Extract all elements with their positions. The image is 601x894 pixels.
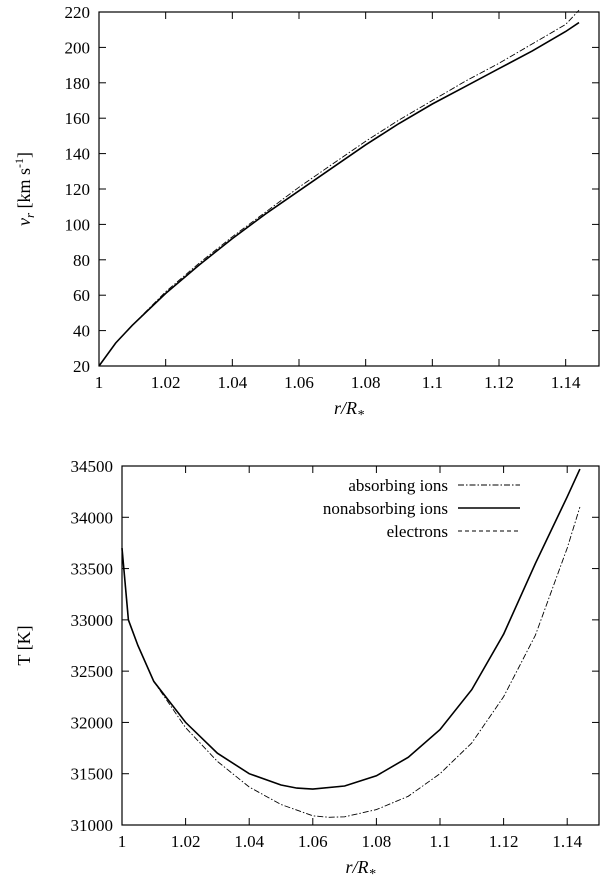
plot-frame [121, 465, 600, 826]
velocity-chart: 1 1.02 1.04 1.06 1.08 1.1 1.12 1.14 20 40 60 80 100 1… [12, 3, 600, 423]
y-tick-label: 32500 [71, 662, 114, 681]
x-tick-label: 1.06 [284, 373, 314, 392]
x-tick-label: 1.12 [484, 373, 514, 392]
y-tick-label: 60 [73, 286, 90, 305]
x-axis-label: r/R* [334, 398, 364, 423]
x-tick-label: 1 [95, 373, 104, 392]
x-axis-label: r/R* [345, 857, 375, 882]
y-axis-label: vr [km s-1] [12, 152, 37, 226]
series-line [98, 9, 580, 367]
temperature-chart: 1 1.02 1.04 1.06 1.08 1.1 1.12 1.14 31000 31500 32… [14, 457, 600, 882]
y-tick-label: 180 [65, 74, 91, 93]
y-tick-label: 220 [65, 3, 91, 22]
x-tick-label: 1.12 [489, 832, 519, 851]
axis-ticks: 1 1.02 1.04 1.06 1.08 1.1 1.12 1.14 20 40 60 80 100 1… [65, 3, 599, 392]
y-tick-label: 140 [65, 145, 91, 164]
x-tick-label: 1 [118, 832, 127, 851]
legend-label: nonabsorbing ions [323, 499, 448, 518]
y-tick-label: 34000 [71, 508, 114, 527]
x-tick-label: 1.02 [151, 373, 181, 392]
series-line [121, 506, 581, 818]
x-tick-label: 1.08 [362, 832, 392, 851]
y-tick-label: 160 [65, 109, 91, 128]
x-tick-label: 1.1 [429, 832, 450, 851]
series-line [98, 21, 580, 367]
y-tick-label: 40 [73, 322, 90, 341]
x-tick-label: 1.1 [422, 373, 443, 392]
x-tick-label: 1.08 [351, 373, 381, 392]
data-lines [121, 468, 581, 818]
y-tick-label: 32000 [71, 713, 114, 732]
plot-frame [98, 11, 600, 367]
legend-label: absorbing ions [348, 476, 448, 495]
y-tick-label: 34500 [71, 457, 114, 476]
y-tick-label: 200 [65, 38, 91, 57]
legend-label: electrons [387, 522, 448, 541]
y-tick-label: 20 [73, 357, 90, 376]
y-tick-label: 31000 [71, 816, 114, 835]
y-axis-label: T [K] [14, 625, 34, 665]
y-tick-label: 33000 [71, 611, 114, 630]
y-tick-label: 120 [65, 180, 91, 199]
x-tick-label: 1.06 [298, 832, 328, 851]
x-tick-label: 1.04 [234, 832, 264, 851]
series-line [121, 468, 581, 790]
x-tick-label: 1.14 [551, 373, 581, 392]
y-tick-label: 80 [73, 251, 90, 270]
legend: absorbing ions nonabsorbing ions electrons [323, 476, 520, 541]
axis-ticks: 1 1.02 1.04 1.06 1.08 1.1 1.12 1.14 31000 31500 32… [71, 457, 599, 851]
x-tick-label: 1.02 [171, 832, 201, 851]
y-tick-label: 33500 [71, 560, 114, 579]
x-tick-label: 1.14 [552, 832, 582, 851]
y-tick-label: 100 [65, 215, 91, 234]
data-lines [98, 9, 580, 367]
y-tick-label: 31500 [71, 765, 114, 784]
x-tick-label: 1.04 [217, 373, 247, 392]
